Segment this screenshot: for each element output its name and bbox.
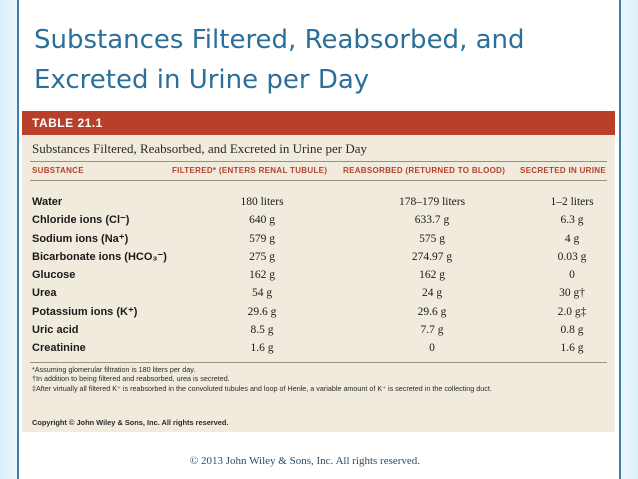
reabsorbed-value: 29.6 g <box>417 305 447 318</box>
filtered-value: 579 g <box>249 232 275 245</box>
table-body: Water 180 liters 178–179 liters 1–2 lite… <box>22 193 615 358</box>
reabsorbed-value: 633.7 g <box>414 214 450 227</box>
table-row: Glucose 162 g 162 g 0 <box>22 266 615 284</box>
filtered-value: 162 g <box>249 269 275 282</box>
secreted-value: 30 g† <box>559 287 585 300</box>
footnote: *Assuming glomerular filtration is 180 l… <box>32 365 196 374</box>
table-row: Potassium ions (K⁺) 29.6 g 29.6 g 2.0 g‡ <box>22 303 615 321</box>
filtered-value: 640 g <box>249 214 275 227</box>
substance-name: Glucose <box>32 269 76 282</box>
reabsorbed-value: 575 g <box>419 232 445 245</box>
filtered-value: 1.6 g <box>250 342 274 355</box>
footnote: ‡After virtually all filtered K⁺ is reab… <box>32 383 492 393</box>
secreted-value: 2.0 g‡ <box>557 305 587 318</box>
filtered-value: 180 liters <box>240 196 284 208</box>
substance-name: Potassium ions (K⁺) <box>32 305 138 318</box>
reabsorbed-value: 0 <box>429 342 435 355</box>
slide-left-border <box>0 0 19 479</box>
secreted-value: 4 g <box>564 232 580 245</box>
table-row: Chloride ions (Cl⁻) 640 g 633.7 g 6.3 g <box>22 211 615 229</box>
footnote-rule <box>30 362 607 363</box>
substance-name: Sodium ions (Na⁺) <box>32 232 129 245</box>
secreted-value: 0 <box>569 269 575 282</box>
reabsorbed-value: 178–179 liters <box>398 196 466 208</box>
substance-name: Urea <box>32 287 57 300</box>
table-number: TABLE 21.1 <box>32 116 103 130</box>
filtered-value: 29.6 g <box>247 305 277 318</box>
table-footnotes: *Assuming glomerular filtration is 180 l… <box>32 365 607 393</box>
table-copyright: Copyright © John Wiley & Sons, Inc. All … <box>32 418 229 427</box>
slide-title: Substances Filtered, Reabsorbed, and Exc… <box>34 25 525 95</box>
slide-right-border <box>619 0 638 479</box>
table-header-bar: TABLE 21.1 <box>22 111 615 135</box>
reabsorbed-value: 162 g <box>419 269 445 282</box>
secreted-value: 1.6 g <box>560 342 584 355</box>
table-row: Creatinine 1.6 g 0 1.6 g <box>22 339 615 357</box>
substance-name: Creatinine <box>32 342 86 355</box>
header-rule-top <box>30 161 607 162</box>
substance-name: Water <box>32 196 63 208</box>
filtered-value: 275 g <box>249 250 275 263</box>
filtered-value: 54 g <box>251 287 273 300</box>
slide-footer-text: © 2013 John Wiley & Sons, Inc. All right… <box>189 455 421 467</box>
column-header-filtered: FILTERED* (ENTERS RENAL TUBULE) <box>172 166 328 175</box>
table-row: Sodium ions (Na⁺) 579 g 575 g 4 g <box>22 230 615 248</box>
secreted-value: 6.3 g <box>560 214 584 227</box>
table-row: Water 180 liters 178–179 liters 1–2 lite… <box>22 193 615 211</box>
table-caption: Substances Filtered, Reabsorbed, and Exc… <box>32 141 368 156</box>
substance-name: Chloride ions (Cl⁻) <box>32 214 130 227</box>
header-rule-bottom <box>30 180 607 181</box>
reabsorbed-value: 24 g <box>421 287 443 300</box>
table-row: Urea 54 g 24 g 30 g† <box>22 284 615 302</box>
filtered-value: 8.5 g <box>250 324 274 337</box>
footnote: †In addition to being filtered and reabs… <box>32 374 230 384</box>
substance-name: Bicarbonate ions (HCO₃⁻) <box>32 250 167 263</box>
slide-footer: © 2013 John Wiley & Sons, Inc. All right… <box>0 455 638 467</box>
table-row: Bicarbonate ions (HCO₃⁻) 275 g 274.97 g … <box>22 248 615 266</box>
table-row: Uric acid 8.5 g 7.7 g 0.8 g <box>22 321 615 339</box>
reabsorbed-value: 7.7 g <box>420 324 444 337</box>
reabsorbed-value: 274.97 g <box>411 250 453 263</box>
secreted-value: 0.8 g <box>560 324 584 337</box>
column-header-secreted: SECRETED IN URINE <box>520 166 606 175</box>
column-header-substance: SUBSTANCE <box>32 166 84 175</box>
secreted-value: 0.03 g <box>557 250 587 263</box>
table-figure: TABLE 21.1 Substances Filtered, Reabsorb… <box>22 111 615 432</box>
column-header-reabsorbed: REABSORBED (RETURNED TO BLOOD) <box>343 166 506 175</box>
substance-name: Uric acid <box>32 324 79 337</box>
secreted-value: 1–2 liters <box>550 196 594 208</box>
